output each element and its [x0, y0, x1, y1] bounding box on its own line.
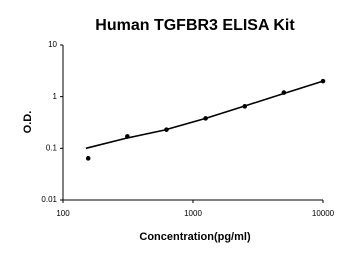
- y-tick-label: 0.1: [46, 143, 58, 152]
- fit-curve: [85, 80, 324, 150]
- y-tick-label: 1: [53, 92, 58, 101]
- y-axis-label: O.D.: [22, 111, 34, 134]
- y-tick-label: 10: [48, 40, 57, 49]
- chart-title: Human TGFBR3 ELISA Kit: [95, 17, 295, 34]
- y-tick-label: 0.01: [41, 195, 57, 204]
- x-axis-label: Concentration(pg/ml): [139, 231, 251, 243]
- x-tick-label: 10000: [312, 209, 335, 218]
- data-point: [85, 156, 91, 161]
- x-tick-label: 100: [56, 209, 70, 218]
- x-tick-label: 1000: [184, 209, 202, 218]
